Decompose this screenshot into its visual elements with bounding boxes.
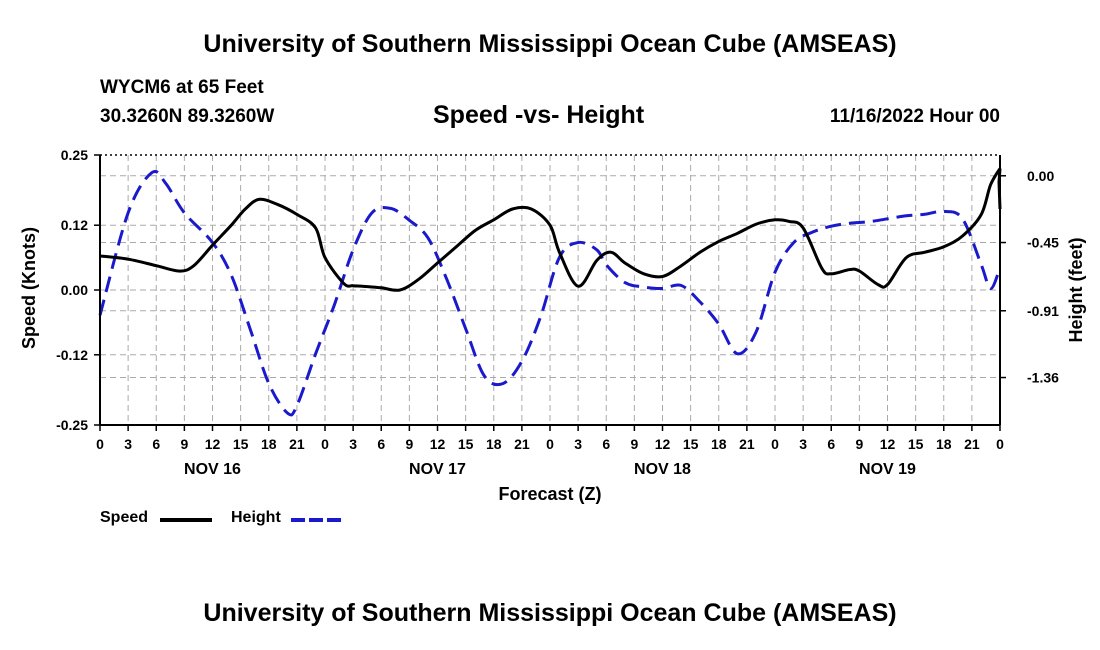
x-tick-label: 21	[739, 436, 755, 452]
coordinates-label: 30.3260N 89.3260W	[100, 106, 275, 127]
x-tick-label: 0	[996, 436, 1004, 452]
y-tick-label: -0.12	[56, 347, 88, 363]
y-axis-label: Speed (Knots)	[19, 227, 39, 349]
x-tick-label: 12	[205, 436, 221, 452]
legend-speed-label: Speed	[100, 509, 149, 526]
x-tick-label: 3	[349, 436, 357, 452]
forecast-datetime: 11/16/2022 Hour 00	[829, 106, 1000, 127]
day-label: NOV 18	[634, 461, 691, 478]
x-tick-label: 0	[546, 436, 554, 452]
x-tick-label: 6	[827, 436, 835, 452]
x-tick-label: 18	[261, 436, 277, 452]
x-tick-label: 12	[655, 436, 671, 452]
x-tick-label: 18	[711, 436, 727, 452]
x-tick-label: 0	[771, 436, 779, 452]
x-tick-label: 3	[574, 436, 582, 452]
x-tick-label: 9	[855, 436, 863, 452]
day-label: NOV 19	[859, 461, 916, 478]
x-tick-label: 15	[683, 436, 699, 452]
x-tick-label: 21	[514, 436, 530, 452]
x-tick-label: 18	[936, 436, 952, 452]
x-tick-label: 9	[405, 436, 413, 452]
x-tick-label: 3	[124, 436, 132, 452]
y-tick-label: -0.25	[56, 417, 88, 433]
speed-series-line	[99, 167, 1002, 292]
x-tick-label: 21	[289, 436, 305, 452]
y2-tick-label: -0.91	[1027, 303, 1059, 319]
x-tick-label: 18	[486, 436, 502, 452]
x-tick-label: 6	[377, 436, 385, 452]
y-tick-label: 0.00	[61, 282, 88, 298]
y-tick-label: 0.25	[61, 147, 88, 163]
y2-tick-label: 0.00	[1027, 168, 1054, 184]
x-tick-label: 3	[799, 436, 807, 452]
main-title: University of Southern Mississippi Ocean…	[203, 30, 897, 58]
day-label: NOV 17	[409, 461, 466, 478]
y2-tick-label: -1.36	[1027, 370, 1059, 386]
x-tick-label: 6	[152, 436, 160, 452]
y2-axis-label: Height (feet)	[1066, 238, 1086, 343]
chart-title: Speed -vs- Height	[433, 101, 645, 129]
x-tick-label: 6	[602, 436, 610, 452]
axis-layer: 0 3 6 9 12 15 18 21 0 3 6 9 12 15 18 21 0 3 6 9 12 15 18 21 0 3 6 9…	[19, 147, 1086, 504]
x-tick-label: 12	[880, 436, 896, 452]
x-tick-label: 9	[630, 436, 638, 452]
footer-title: University of Southern Mississippi Ocean…	[203, 599, 897, 627]
station-label: WYCM6 at 65 Feet	[100, 77, 264, 98]
x-axis-label: Forecast (Z)	[498, 484, 601, 504]
x-tick-label: 0	[321, 436, 329, 452]
y2-tick-label: -0.45	[1027, 235, 1059, 251]
legend-height-label: Height	[231, 509, 281, 526]
x-tick-label: 15	[458, 436, 474, 452]
x-tick-label: 15	[233, 436, 249, 452]
y-tick-label: 0.12	[61, 217, 88, 233]
x-tick-label: 9	[180, 436, 188, 452]
grid-layer	[100, 154, 1000, 425]
x-tick-label: 12	[430, 436, 446, 452]
x-tick-label: 21	[964, 436, 980, 452]
x-tick-label: 15	[908, 436, 924, 452]
x-tick-label: 0	[96, 436, 104, 452]
day-label: NOV 16	[184, 461, 241, 478]
